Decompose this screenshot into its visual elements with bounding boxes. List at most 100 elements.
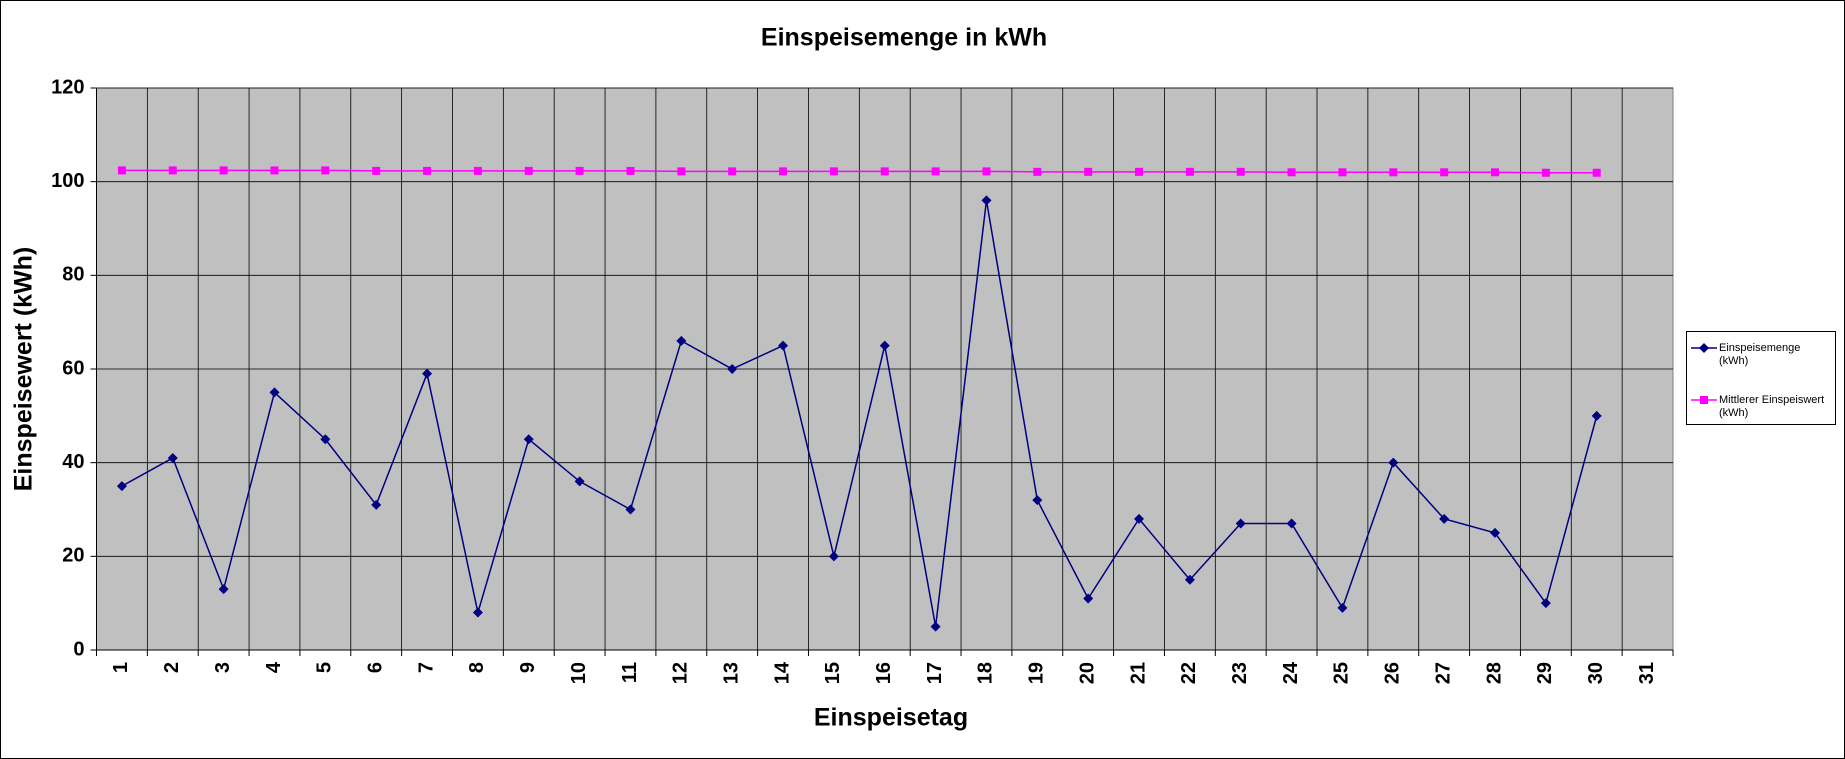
data-point xyxy=(168,166,177,175)
chart-title: Einspeisemenge in kWh xyxy=(761,24,1047,52)
x-tick-label: 27 xyxy=(1432,662,1454,684)
x-tick-label: 7 xyxy=(415,662,437,673)
data-point xyxy=(371,499,382,510)
x-tick-label: 10 xyxy=(568,662,590,684)
data-point xyxy=(1084,167,1093,176)
x-axis-title: Einspeisetag xyxy=(814,704,968,732)
x-tick-label: 31 xyxy=(1636,662,1658,684)
y-tick-label: 40 xyxy=(62,451,84,473)
x-tick-label: 5 xyxy=(314,662,336,673)
data-point xyxy=(1541,168,1550,177)
legend-swatch xyxy=(1691,343,1717,353)
data-point xyxy=(167,452,178,463)
x-tick-label: 20 xyxy=(1076,662,1098,684)
x-tick-label: 28 xyxy=(1483,662,1505,684)
data-point xyxy=(1439,513,1450,524)
legend-marker xyxy=(1699,343,1709,353)
x-tick-label: 23 xyxy=(1229,662,1251,684)
data-point xyxy=(1592,168,1601,177)
data-point xyxy=(981,195,992,206)
data-point xyxy=(1083,593,1094,604)
data-point xyxy=(1032,495,1043,506)
data-point xyxy=(219,166,228,175)
x-tick-label: 17 xyxy=(924,662,946,684)
data-point xyxy=(1287,168,1296,177)
data-point xyxy=(1185,167,1194,176)
data-point xyxy=(523,434,534,445)
data-point xyxy=(1338,168,1347,177)
legend: Einspeisemenge (kWh) Mittlerer Einspeiswe… xyxy=(1686,331,1836,425)
y-tick-label: 120 xyxy=(51,76,84,98)
data-point xyxy=(1388,457,1399,468)
x-tick-label: 29 xyxy=(1534,662,1556,684)
data-point xyxy=(1337,602,1348,613)
data-point xyxy=(1440,168,1449,177)
x-tick-label: 3 xyxy=(212,662,234,673)
data-point xyxy=(1389,168,1398,177)
data-point xyxy=(372,166,381,175)
data-point xyxy=(270,166,279,175)
data-point xyxy=(880,167,889,176)
data-point xyxy=(1235,518,1246,529)
data-point xyxy=(423,166,432,175)
data-point xyxy=(473,166,482,175)
x-tick-label: 12 xyxy=(670,662,692,684)
data-point xyxy=(1033,167,1042,176)
x-tick-label: 25 xyxy=(1331,662,1353,684)
x-tick-label: 15 xyxy=(822,662,844,684)
data-point xyxy=(828,551,839,562)
x-tick-label: 11 xyxy=(619,662,641,683)
data-point xyxy=(1236,167,1245,176)
x-tick-label: 18 xyxy=(975,662,997,684)
data-point xyxy=(982,167,991,176)
x-tick-label: 2 xyxy=(161,662,183,673)
x-tick-label: 4 xyxy=(263,661,285,673)
data-point xyxy=(422,368,433,379)
x-tick-label: 26 xyxy=(1382,662,1404,684)
data-point xyxy=(1490,527,1501,538)
legend-item: Mittlerer Einspeiswert (kWh) xyxy=(1689,394,1825,420)
data-point xyxy=(117,166,126,175)
data-point xyxy=(524,166,533,175)
data-point xyxy=(269,387,280,398)
data-point xyxy=(778,340,789,351)
y-tick-label: 20 xyxy=(62,545,84,567)
legend-label: Einspeisemenge (kWh) xyxy=(1719,342,1801,367)
x-tick-label: 6 xyxy=(364,662,386,673)
x-tick-label: 24 xyxy=(1280,661,1302,684)
data-point xyxy=(728,167,737,176)
data-point xyxy=(677,167,686,176)
data-point xyxy=(625,504,636,515)
legend-marker xyxy=(1700,396,1708,404)
series-line xyxy=(121,169,1597,174)
x-tick-label: 8 xyxy=(466,662,488,673)
legend-swatch xyxy=(1691,396,1717,404)
data-point xyxy=(1491,168,1500,177)
x-tick-label: 22 xyxy=(1178,662,1200,684)
data-point xyxy=(1286,518,1297,529)
data-point xyxy=(321,166,330,175)
data-point xyxy=(879,340,890,351)
data-point xyxy=(931,167,940,176)
data-point xyxy=(218,584,229,595)
data-point xyxy=(320,434,331,445)
x-tick-label: 21 xyxy=(1127,662,1149,684)
x-tick-label: 9 xyxy=(517,662,539,673)
y-tick-label: 100 xyxy=(51,170,84,192)
data-point xyxy=(575,166,584,175)
y-tick-label: 0 xyxy=(73,638,84,660)
y-tick-label: 80 xyxy=(62,264,84,286)
legend-item: Einspeisemenge (kWh) xyxy=(1689,342,1825,368)
data-point xyxy=(1134,513,1145,524)
data-point xyxy=(472,607,483,618)
data-point xyxy=(1591,410,1602,421)
data-point xyxy=(1540,598,1551,609)
data-point xyxy=(779,167,788,176)
x-tick-label: 1 xyxy=(110,662,132,673)
data-point xyxy=(829,167,838,176)
x-tick-label: 16 xyxy=(873,662,895,684)
x-tick-label: 13 xyxy=(720,662,742,684)
x-tick-label: 14 xyxy=(771,661,793,684)
